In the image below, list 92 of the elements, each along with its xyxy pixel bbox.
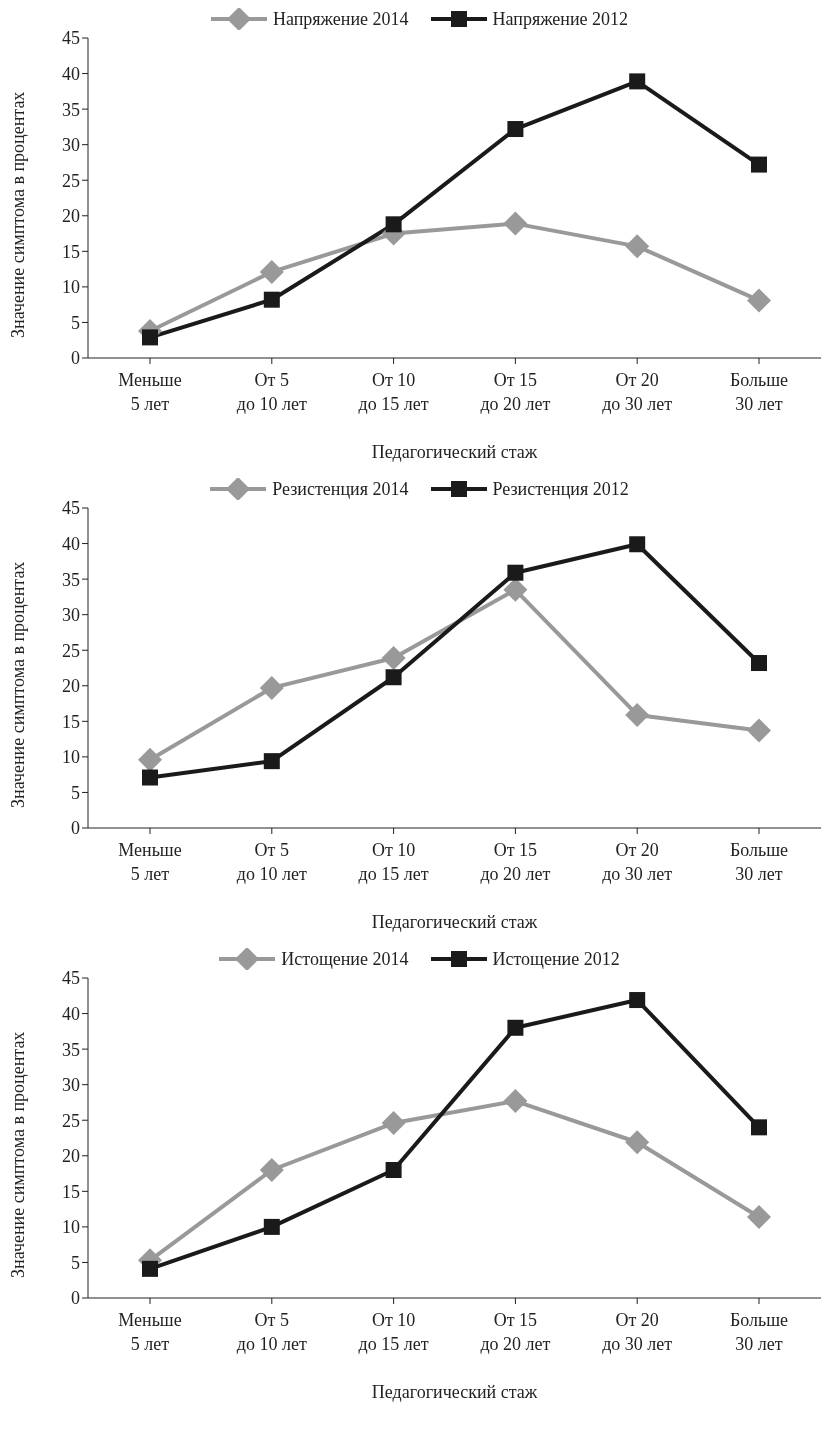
y-tick-label: 10 <box>62 277 80 298</box>
point <box>747 288 771 313</box>
x-tick-label: От 10 до 15 лет <box>358 370 429 414</box>
point <box>263 1218 280 1235</box>
y-axis-title: Значение симптома в процентах <box>8 91 29 338</box>
x-axis-title: Педагогический стаж <box>371 912 538 932</box>
point <box>259 259 284 284</box>
point <box>142 769 158 786</box>
legend-label: Резистенция 2012 <box>492 478 629 500</box>
legend-label: Истощение 2014 <box>281 948 409 970</box>
x-tick-label: От 20 до 30 лет <box>602 1310 673 1354</box>
point <box>381 646 406 671</box>
point <box>751 156 767 173</box>
y-tick-label: 10 <box>62 1217 80 1238</box>
y-tick-label: 5 <box>71 312 80 333</box>
y-axis-title: Значение симптома в процентах <box>8 1031 29 1278</box>
point <box>625 234 650 259</box>
point <box>263 291 280 308</box>
point <box>625 1130 650 1155</box>
y-tick-label: 30 <box>62 1075 80 1096</box>
x-tick-label: От 20 до 30 лет <box>602 840 673 884</box>
point <box>503 1089 528 1114</box>
y-tick-label: 30 <box>62 135 80 156</box>
point <box>751 1119 767 1136</box>
point <box>507 121 524 138</box>
point <box>142 329 158 346</box>
point <box>507 564 524 581</box>
y-tick-label: 20 <box>62 676 80 697</box>
point <box>381 1111 406 1136</box>
y-tick-label: 25 <box>62 170 80 191</box>
point <box>138 747 162 772</box>
x-tick-label: Меньше 5 лет <box>118 1310 182 1354</box>
legend-label: Напряжение 2012 <box>492 8 629 30</box>
point <box>385 1162 402 1178</box>
x-tick-label: От 15 до 20 лет <box>480 840 551 884</box>
y-tick-label: 5 <box>71 1252 80 1273</box>
x-tick-label: От 20 до 30 лет <box>602 370 673 414</box>
y-tick-label: 30 <box>62 605 80 626</box>
y-tick-label: 25 <box>62 640 80 661</box>
x-tick-label: От 15 до 20 лет <box>480 1310 551 1354</box>
x-tick-label: Больше 30 лет <box>729 1310 789 1354</box>
point <box>385 669 402 686</box>
point <box>503 211 528 236</box>
legend-label: Истощение 2012 <box>492 948 620 970</box>
y-tick-label: 0 <box>71 1288 80 1309</box>
point <box>142 1260 158 1277</box>
y-tick-label: 10 <box>62 747 80 768</box>
point <box>507 1019 524 1036</box>
y-tick-label: 15 <box>62 241 80 262</box>
x-tick-label: От 5 до 10 лет <box>236 370 307 414</box>
y-tick-label: 20 <box>62 206 80 227</box>
y-tick-label: 40 <box>62 1003 80 1024</box>
y-tick-label: 25 <box>62 1110 80 1131</box>
y-tick-label: 15 <box>62 1181 80 1202</box>
point <box>629 992 646 1009</box>
x-tick-label: От 15 до 20 лет <box>480 370 551 414</box>
point <box>259 675 284 700</box>
y-tick-label: 45 <box>62 28 80 49</box>
y-tick-label: 35 <box>62 99 80 120</box>
y-tick-label: 45 <box>62 498 80 519</box>
point <box>385 216 402 233</box>
x-tick-label: От 10 до 15 лет <box>358 840 429 884</box>
y-tick-label: 40 <box>62 63 80 84</box>
x-tick-label: Меньше 5 лет <box>118 370 182 414</box>
point <box>629 536 646 553</box>
point <box>747 1204 771 1229</box>
y-tick-label: 5 <box>71 782 80 803</box>
x-tick-label: Больше 30 лет <box>729 370 789 414</box>
y-tick-label: 35 <box>62 569 80 590</box>
point <box>751 655 767 672</box>
point <box>629 73 646 90</box>
point <box>747 718 771 743</box>
x-axis-title: Педагогический стаж <box>371 442 538 462</box>
point <box>259 1158 284 1182</box>
y-axis-title: Значение симптома в процентах <box>8 561 29 808</box>
y-tick-label: 0 <box>71 818 80 839</box>
y-tick-label: 45 <box>62 968 80 989</box>
legend-label: Напряжение 2014 <box>272 8 409 30</box>
x-axis-title: Педагогический стаж <box>371 1382 538 1402</box>
x-tick-label: От 5 до 10 лет <box>236 840 307 884</box>
legend-label: Резистенция 2014 <box>272 478 409 500</box>
x-tick-label: От 5 до 10 лет <box>236 1310 307 1354</box>
y-tick-label: 40 <box>62 533 80 554</box>
y-tick-label: 20 <box>62 1146 80 1167</box>
y-tick-label: 35 <box>62 1039 80 1060</box>
point <box>263 753 280 770</box>
y-tick-label: 15 <box>62 711 80 732</box>
point <box>625 702 650 727</box>
x-tick-label: Меньше 5 лет <box>118 840 182 884</box>
x-tick-label: Больше 30 лет <box>729 840 789 884</box>
y-tick-label: 0 <box>71 348 80 369</box>
x-tick-label: От 10 до 15 лет <box>358 1310 429 1354</box>
